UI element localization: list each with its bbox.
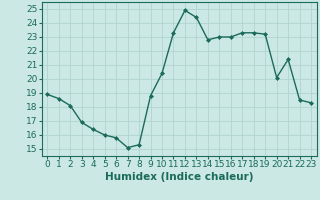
X-axis label: Humidex (Indice chaleur): Humidex (Indice chaleur) <box>105 172 253 182</box>
